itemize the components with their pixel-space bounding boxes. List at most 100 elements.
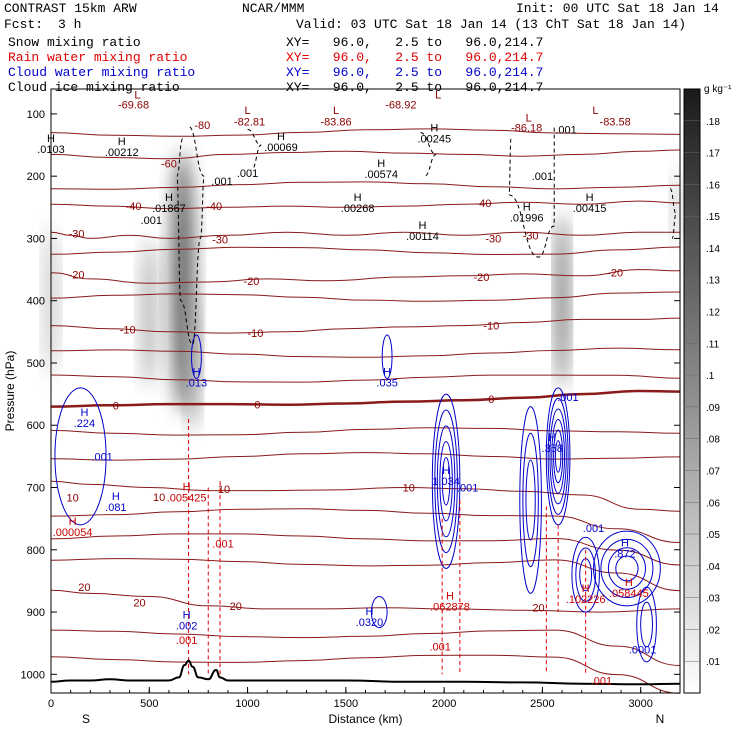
- temp-contour-3: [50, 389, 681, 408]
- temp-label-5: -83.58: [600, 116, 631, 128]
- extremum-value-11: .01867: [152, 203, 186, 215]
- extremum-8: H: [277, 131, 285, 143]
- field-cloudwater-name: Cloud water mixing ratio: [8, 65, 196, 80]
- temp-label-1: -68.92: [385, 100, 416, 112]
- contour-label-5: .001: [91, 451, 112, 463]
- temp-label-28: 10: [403, 483, 415, 495]
- temp-label-2: -82.81: [234, 116, 265, 128]
- temp-label-11: -30: [69, 228, 85, 240]
- temp-label-6: -80: [194, 120, 210, 132]
- colorbar-tick-label-16: .17: [706, 149, 720, 160]
- extremum-12: H: [354, 192, 362, 204]
- colorbar-tick-label-6: .07: [706, 466, 720, 477]
- temp-contour-4: [50, 480, 681, 512]
- cloudwater-contour-0-3: [439, 441, 453, 522]
- extremum-value-13: .00114: [406, 231, 439, 243]
- field-snow-name: Snow mixing ratio: [8, 35, 141, 50]
- extremum-value-15: .00415: [573, 203, 607, 215]
- temp-contour-extra-11: [50, 629, 681, 666]
- x-axis-label: Distance (km): [328, 712, 402, 726]
- cloudwater-contour-1-1: [547, 397, 569, 515]
- extremum-6: H: [118, 136, 126, 148]
- contour-label-9: .0001: [629, 644, 657, 656]
- extremum-value-28: .102226: [566, 594, 606, 606]
- contour-label-7: .001: [557, 392, 578, 404]
- x-tick-label-4: 2000: [432, 698, 456, 710]
- colorbar-tick-label-9: .1: [706, 371, 715, 382]
- extremum-20: H: [442, 465, 450, 477]
- header-model: CONTRAST 15km ARW: [4, 1, 137, 16]
- cloudwater-contour-0-2: [436, 425, 456, 538]
- temp-label-14: -30: [523, 230, 539, 242]
- temp-contour-extra-5: [50, 374, 681, 383]
- x-tick-label-0: 0: [48, 698, 54, 710]
- temp-label-15: -20: [69, 270, 85, 282]
- x-tick-label-2: 1000: [235, 698, 259, 710]
- cloudwater-contour-6-0: [370, 595, 388, 629]
- cloudwater-contour-3-1: [600, 538, 654, 599]
- ice-contour-1: [508, 126, 555, 258]
- extremum-24: H: [183, 609, 191, 621]
- contour-label-11: .001: [429, 641, 450, 653]
- temp-contour-0: [50, 231, 681, 239]
- cloudwater-contour-7-1: [640, 601, 653, 648]
- extremum-value-22: .872: [614, 549, 635, 561]
- ice-contour-2: [247, 129, 262, 171]
- extremum-value-27: .062878: [430, 602, 470, 614]
- temp-label-22: 0: [113, 400, 119, 412]
- temp-contour-extra-3: [50, 291, 681, 302]
- extremum-23: H: [365, 606, 373, 618]
- colorbar-unit: g kg⁻¹: [704, 84, 732, 95]
- y-tick-label-4: 500: [27, 358, 45, 370]
- extremum-value-24: .002: [176, 620, 197, 632]
- temp-label-24: 0: [488, 394, 494, 406]
- temp-contour-7: [50, 149, 681, 160]
- contour-labels: -69.68 -68.92 -82.81 -83.86 -86.18 -83.58 -80 -…: [37, 89, 656, 687]
- temp-contour-extra-6: [50, 427, 681, 436]
- cloudwater-contour-2-1: [522, 432, 539, 568]
- cloudwater-contour-1-2: [549, 408, 567, 505]
- colorbar-tick-label-14: .15: [706, 212, 720, 223]
- extremum-9: H: [430, 122, 438, 134]
- mixing-ratio-contours: [54, 125, 677, 675]
- cloudwater-contour-0-4: [441, 457, 451, 506]
- contour-label-13: .001: [176, 635, 197, 647]
- colorbar-tick-label-2: .03: [706, 594, 720, 605]
- cloudwater-contour-1-4: [553, 429, 564, 484]
- contour-label-12: .001: [591, 676, 612, 688]
- cloudwater-contour-8-0: [191, 334, 202, 380]
- extremum-value-29: .058445: [609, 588, 649, 600]
- extremum-value-20: 1.034: [432, 476, 460, 488]
- y-tick-label-5: 600: [27, 420, 45, 432]
- contour-label-4: .001: [555, 124, 576, 136]
- contour-label-3: .001: [532, 171, 553, 183]
- extremum-13: H: [419, 220, 427, 232]
- header-fcst-label: Fcst:: [4, 17, 44, 32]
- temperature-contours: [50, 128, 681, 694]
- extremum-value-6: .00212: [105, 147, 139, 159]
- y-tick-label-9: 1000: [21, 669, 45, 681]
- cloudwater-contour-9-0: [381, 334, 393, 380]
- extremum-21: H: [112, 491, 120, 503]
- cloudwater-contour-3-2: [607, 547, 646, 590]
- temp-label-23: 0: [254, 400, 260, 412]
- cloudwater-contour-0-0: [431, 393, 461, 569]
- extremum-4: L: [526, 112, 532, 124]
- field-rain-xy: XY= 96.0, 2.5 to 96.0,214.7: [286, 50, 544, 65]
- cloudwater-contour-5-0: [54, 387, 107, 526]
- y-tick-label-6: 700: [27, 483, 45, 495]
- x-tick-label-6: 3000: [628, 698, 652, 710]
- colorbar-tick-label-11: .12: [706, 308, 720, 319]
- extremum-19: H: [548, 432, 556, 444]
- field-cloudice-name: Cloud ice mixing ratio: [8, 80, 180, 95]
- field-rain-name: Rain water mixing ratio: [8, 50, 188, 65]
- cloudwater-contour-1-5: [554, 440, 562, 473]
- extremum-value-12: .00268: [341, 203, 375, 215]
- temp-label-17: -20: [474, 272, 490, 284]
- temp-label-26: 10: [153, 492, 165, 504]
- terrain-layer: [50, 659, 681, 686]
- extremum-value-8: .00069: [264, 142, 298, 154]
- extremum-10: H: [377, 158, 385, 170]
- extremum-value-26: .000054: [53, 527, 93, 539]
